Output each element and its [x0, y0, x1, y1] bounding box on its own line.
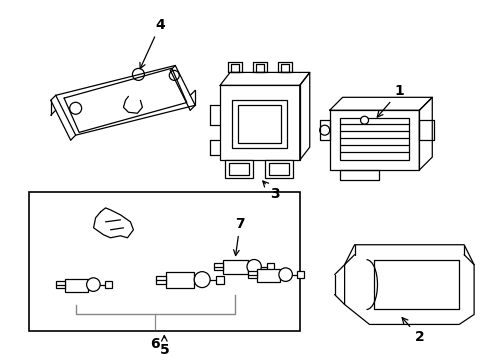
Text: 5: 5	[159, 336, 169, 357]
Bar	[297, 271, 304, 278]
Bar	[216, 276, 224, 284]
Bar	[166, 272, 194, 288]
Bar	[223, 260, 247, 274]
Bar	[220, 85, 299, 160]
Bar	[214, 263, 223, 270]
Circle shape	[132, 68, 144, 80]
Text: 7: 7	[233, 217, 244, 256]
Bar	[329, 110, 419, 170]
Text: 1: 1	[376, 84, 404, 117]
Text: 6: 6	[150, 337, 160, 351]
Bar	[268, 163, 288, 175]
Text: 4: 4	[140, 18, 165, 69]
Circle shape	[360, 116, 368, 124]
Bar	[256, 269, 279, 282]
Bar	[29, 192, 299, 332]
Bar	[56, 281, 64, 288]
Bar	[266, 263, 273, 270]
Text: 3: 3	[262, 181, 279, 201]
Text: 2: 2	[401, 318, 423, 345]
Bar	[224, 160, 252, 178]
Bar	[238, 105, 280, 143]
Bar	[232, 100, 286, 148]
Bar	[105, 281, 112, 288]
Circle shape	[319, 125, 329, 135]
Circle shape	[194, 272, 210, 288]
Bar	[228, 163, 248, 175]
Bar	[264, 160, 292, 178]
Bar	[64, 279, 87, 292]
Circle shape	[169, 71, 179, 80]
Circle shape	[278, 268, 292, 282]
Bar	[156, 276, 166, 284]
Circle shape	[246, 260, 261, 274]
Bar	[339, 118, 408, 160]
Circle shape	[86, 278, 100, 291]
Bar	[248, 271, 256, 278]
Circle shape	[69, 102, 81, 114]
